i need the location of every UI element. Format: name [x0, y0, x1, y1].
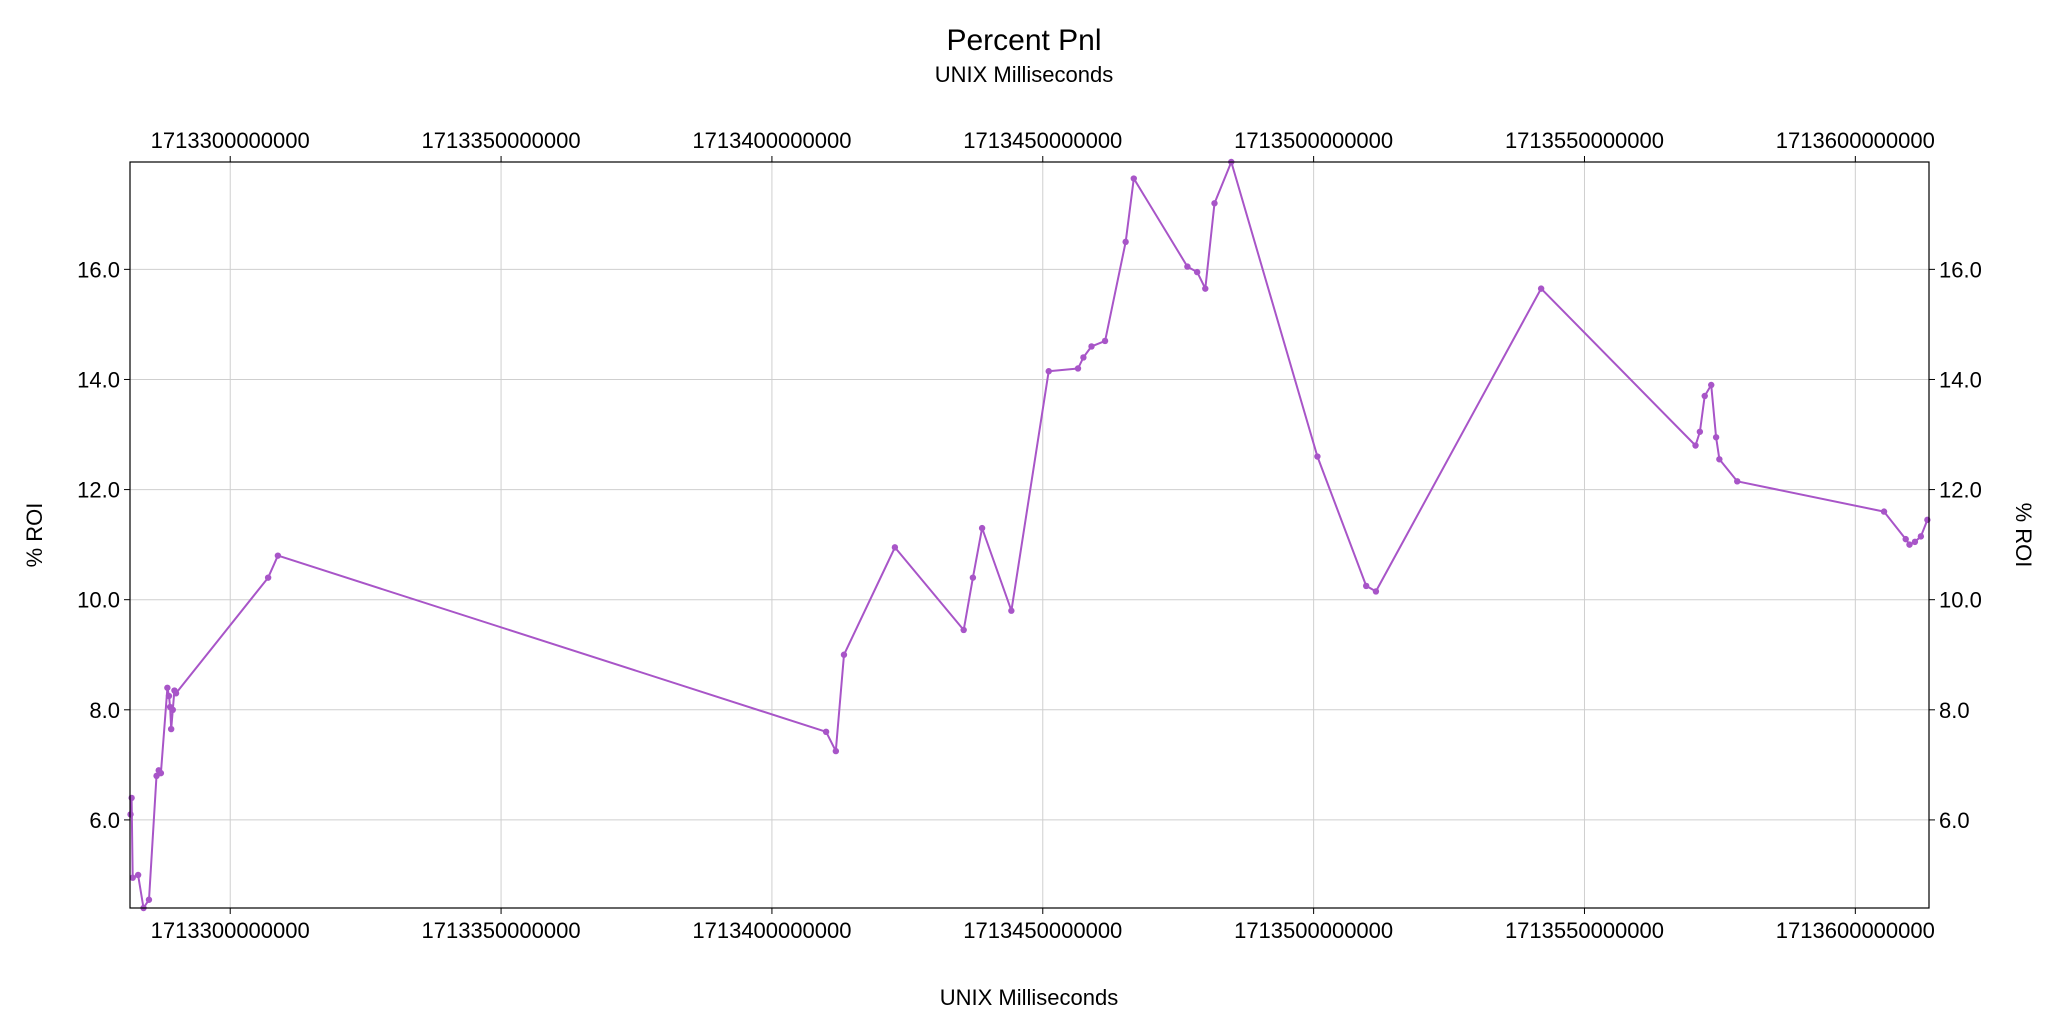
y-tick-label-right: 16.0: [1939, 257, 1982, 282]
data-point: [164, 684, 171, 691]
data-point: [1708, 381, 1715, 389]
x-tick-label-top: 1713550000000: [1505, 128, 1664, 153]
data-point: [1008, 607, 1015, 614]
data-point: [1734, 478, 1741, 485]
data-point: [1537, 285, 1545, 292]
y-tick-label-right: 14.0: [1939, 367, 1982, 392]
data-point: [264, 574, 272, 581]
data-point: [840, 651, 848, 658]
data-point: [1924, 516, 1931, 524]
x-tick-label-bottom: 1713450000000: [963, 918, 1122, 943]
x-axis-label: UNIX Milliseconds: [940, 985, 1119, 1010]
x-tick-label-top: 1713350000000: [422, 128, 581, 153]
data-point: [1692, 442, 1699, 449]
data-point: [167, 725, 175, 733]
data-point: [1080, 354, 1087, 361]
data-point: [978, 524, 986, 532]
data-series: [127, 158, 1931, 912]
data-point: [128, 794, 135, 802]
data-point: [165, 692, 173, 700]
x-tick-label-bottom: 1713600000000: [1776, 918, 1935, 943]
data-point: [172, 690, 180, 697]
data-point: [1211, 200, 1218, 207]
chart-title: Percent Pnl: [946, 24, 1101, 57]
data-point: [1202, 285, 1209, 292]
data-point: [1696, 428, 1704, 435]
data-point: [1911, 538, 1919, 546]
y-tick-label-left: 16.0: [77, 257, 120, 282]
x-tick-label-bottom: 1713350000000: [422, 918, 581, 943]
x-tick-label-bottom: 1713400000000: [692, 918, 851, 943]
y-axis-label-right: % ROI: [2011, 503, 2036, 568]
data-point: [1880, 508, 1888, 515]
y-tick-label-right: 12.0: [1939, 478, 1982, 503]
x-tick-label-top: 1713500000000: [1234, 128, 1393, 153]
data-point: [1184, 263, 1191, 270]
y-tick-label-left: 10.0: [77, 588, 120, 613]
data-point: [1045, 368, 1052, 375]
data-point: [1193, 268, 1201, 276]
data-point: [1902, 535, 1909, 543]
data-point: [969, 574, 977, 581]
chart-subtitle: UNIX Milliseconds: [935, 62, 1114, 87]
data-point: [1917, 533, 1925, 540]
x-tick-label-bottom: 1713500000000: [1234, 918, 1393, 943]
x-tick-label-top: 1713600000000: [1776, 128, 1935, 153]
plot-frame: [129, 161, 1930, 909]
axis-ticks: 1713300000000 1713300000000 1713350000000 1…: [77, 128, 1982, 943]
data-point: [1101, 337, 1109, 345]
data-point: [157, 769, 165, 777]
x-tick-label-top: 1713400000000: [692, 128, 851, 153]
x-tick-label-bottom: 1713300000000: [151, 918, 310, 943]
data-point: [822, 728, 830, 736]
data-point: [1088, 343, 1095, 350]
y-tick-label-left: 8.0: [89, 698, 120, 723]
data-point: [1701, 392, 1708, 400]
x-tick-label-top: 1713300000000: [151, 128, 310, 153]
data-point: [1712, 434, 1720, 441]
data-point: [1074, 365, 1082, 372]
data-point: [960, 626, 967, 634]
data-point: [1906, 541, 1913, 548]
data-point: [1372, 588, 1380, 595]
data-point: [145, 896, 153, 903]
y-axis-label-left: % ROI: [22, 503, 47, 568]
x-tick-label-bottom: 1713550000000: [1505, 918, 1664, 943]
data-point: [129, 874, 136, 881]
data-point: [1716, 456, 1723, 463]
grid: [130, 162, 1929, 908]
y-tick-label-left: 12.0: [77, 478, 120, 503]
y-tick-label-left: 14.0: [77, 367, 120, 392]
data-point: [1122, 238, 1129, 246]
data-point: [832, 747, 840, 755]
data-point: [134, 871, 142, 879]
y-tick-label-right: 6.0: [1939, 808, 1970, 833]
data-point: [891, 544, 899, 551]
y-tick-label-left: 6.0: [89, 808, 120, 833]
series-line: [129, 161, 1929, 909]
data-point: [169, 706, 176, 714]
x-tick-label-top: 1713450000000: [963, 128, 1122, 153]
data-point: [1362, 582, 1370, 590]
data-point: [1314, 453, 1321, 460]
data-point: [274, 552, 282, 559]
y-tick-label-right: 8.0: [1939, 698, 1970, 723]
data-point: [1130, 175, 1137, 182]
y-tick-label-right: 10.0: [1939, 588, 1982, 613]
